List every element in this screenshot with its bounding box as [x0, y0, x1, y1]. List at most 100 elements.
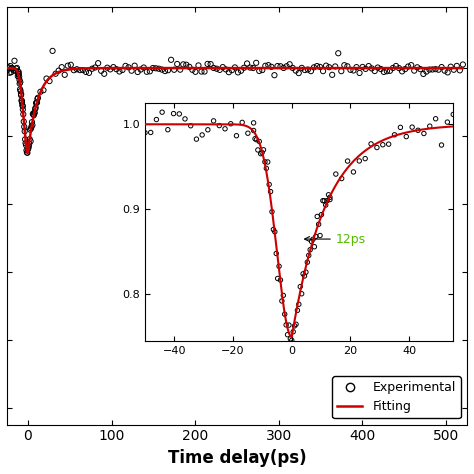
Point — [27, 137, 35, 145]
Point — [15, 73, 23, 80]
Point — [216, 66, 224, 73]
Point — [18, 97, 25, 104]
Point — [26, 140, 33, 147]
Point — [34, 94, 42, 101]
Point — [210, 64, 218, 72]
Point — [435, 66, 442, 73]
Point — [88, 65, 96, 73]
Point — [18, 102, 26, 109]
Point — [173, 60, 181, 68]
Point — [43, 75, 50, 82]
Point — [255, 67, 263, 75]
Point — [73, 65, 81, 73]
Point — [423, 68, 430, 75]
Point — [18, 91, 25, 98]
Point — [222, 65, 229, 73]
Point — [25, 145, 32, 152]
Point — [79, 66, 87, 74]
Point — [307, 67, 315, 75]
Point — [337, 67, 345, 75]
Point — [32, 99, 40, 107]
Point — [17, 87, 24, 95]
Point — [19, 102, 27, 110]
Point — [3, 63, 11, 71]
Point — [107, 65, 114, 73]
Point — [109, 64, 117, 71]
Point — [459, 61, 467, 68]
Point — [30, 109, 38, 116]
Point — [15, 70, 22, 78]
Point — [128, 67, 136, 74]
Point — [264, 61, 272, 69]
Point — [456, 66, 464, 74]
Point — [24, 149, 31, 156]
Point — [161, 67, 169, 75]
Point — [143, 68, 151, 75]
Point — [7, 62, 14, 70]
Point — [19, 110, 27, 118]
Point — [5, 64, 12, 71]
Point — [23, 146, 30, 154]
Point — [4, 66, 11, 74]
Point — [258, 66, 266, 74]
Point — [191, 68, 199, 76]
Point — [94, 59, 102, 67]
Point — [195, 62, 202, 69]
Point — [198, 68, 205, 75]
Point — [140, 64, 147, 71]
Point — [176, 66, 184, 73]
Point — [453, 62, 461, 70]
Point — [17, 91, 25, 99]
Point — [386, 67, 394, 74]
Point — [340, 62, 348, 69]
Point — [17, 78, 24, 86]
Point — [213, 65, 220, 73]
Point — [298, 64, 306, 72]
Point — [18, 97, 26, 105]
Point — [64, 62, 72, 70]
Point — [428, 66, 436, 73]
Point — [149, 64, 156, 72]
Point — [146, 67, 154, 75]
Point — [34, 95, 41, 103]
Point — [16, 85, 24, 93]
Point — [368, 64, 375, 72]
Point — [344, 63, 351, 70]
Point — [152, 64, 160, 72]
Point — [401, 65, 409, 73]
Point — [100, 70, 108, 78]
Point — [201, 68, 208, 75]
Point — [14, 73, 22, 80]
Point — [417, 65, 424, 73]
Point — [292, 67, 300, 74]
Point — [180, 61, 187, 68]
Point — [277, 63, 284, 70]
Point — [7, 68, 15, 76]
Point — [31, 105, 39, 113]
Point — [10, 67, 18, 74]
Point — [207, 60, 214, 68]
Point — [419, 70, 427, 78]
Point — [249, 64, 257, 72]
Point — [58, 64, 65, 71]
Point — [438, 64, 446, 71]
Point — [30, 111, 37, 119]
Point — [350, 67, 357, 74]
Point — [392, 62, 400, 70]
Point — [13, 64, 21, 72]
Point — [301, 66, 309, 74]
Point — [447, 63, 455, 71]
Point — [362, 65, 369, 73]
Point — [189, 66, 196, 73]
Point — [304, 66, 312, 73]
Point — [231, 64, 239, 71]
Point — [310, 64, 318, 71]
Point — [70, 66, 78, 74]
Point — [137, 66, 145, 73]
Point — [32, 104, 39, 111]
Point — [118, 66, 126, 74]
Point — [9, 65, 17, 73]
Point — [82, 68, 90, 76]
Point — [432, 65, 439, 73]
Point — [131, 62, 138, 70]
